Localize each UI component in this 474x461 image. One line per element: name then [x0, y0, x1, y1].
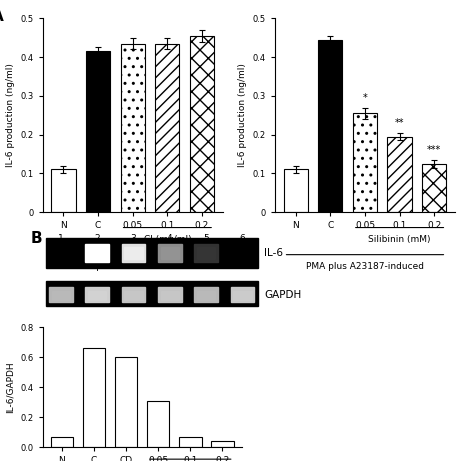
Bar	[46, 238, 258, 268]
Bar	[83, 349, 105, 447]
Bar	[161, 247, 179, 259]
Bar	[190, 36, 214, 212]
Bar	[122, 244, 146, 262]
Bar	[387, 136, 412, 212]
Text: Silibinin (mM): Silibinin (mM)	[368, 235, 431, 244]
Text: ***: ***	[427, 145, 441, 155]
Bar	[88, 291, 107, 300]
Bar	[194, 287, 218, 302]
Bar	[283, 170, 308, 212]
Text: 4: 4	[167, 234, 173, 243]
Bar	[194, 244, 218, 262]
Bar	[85, 244, 109, 262]
Text: 3: 3	[131, 234, 137, 243]
Bar	[353, 113, 377, 212]
Bar	[197, 291, 216, 300]
Bar	[86, 51, 110, 212]
Text: PMA plus A23187-induced: PMA plus A23187-induced	[306, 262, 424, 272]
Bar	[211, 441, 234, 447]
Text: A: A	[0, 9, 4, 24]
Bar	[179, 437, 201, 447]
Text: CJ (mg/ml): CJ (mg/ml)	[144, 235, 191, 244]
Text: 5: 5	[203, 234, 209, 243]
Bar	[124, 291, 143, 300]
Bar	[120, 44, 145, 212]
Y-axis label: IL-6 production (ng/ml): IL-6 production (ng/ml)	[238, 63, 247, 167]
Text: IL-6: IL-6	[264, 248, 283, 258]
Bar	[46, 281, 258, 306]
Text: 1: 1	[58, 234, 64, 243]
Text: GAPDH: GAPDH	[264, 290, 301, 300]
Y-axis label: IL-6 production (ng/ml): IL-6 production (ng/ml)	[6, 63, 15, 167]
Text: *: *	[363, 93, 367, 103]
Y-axis label: IL-6/GAPDH: IL-6/GAPDH	[6, 361, 15, 413]
Text: 6: 6	[240, 234, 246, 243]
Bar	[233, 291, 252, 300]
Bar	[51, 170, 75, 212]
Bar	[158, 287, 182, 302]
Bar	[158, 244, 182, 262]
Text: **: **	[395, 118, 404, 128]
Bar	[49, 287, 73, 302]
Bar	[147, 401, 170, 447]
Bar	[197, 247, 216, 259]
Bar	[231, 287, 255, 302]
Text: 2: 2	[94, 234, 100, 243]
Bar	[51, 437, 73, 447]
Bar	[85, 287, 109, 302]
Bar	[318, 40, 342, 212]
Bar	[161, 291, 179, 300]
Text: B: B	[30, 231, 42, 246]
Bar	[124, 247, 143, 259]
Bar	[52, 291, 70, 300]
Text: PMA plus A23187-induced: PMA plus A23187-induced	[74, 262, 191, 272]
Bar	[115, 357, 137, 447]
Bar	[88, 247, 107, 259]
Bar	[122, 287, 146, 302]
Bar	[155, 44, 180, 212]
Bar	[422, 164, 447, 212]
